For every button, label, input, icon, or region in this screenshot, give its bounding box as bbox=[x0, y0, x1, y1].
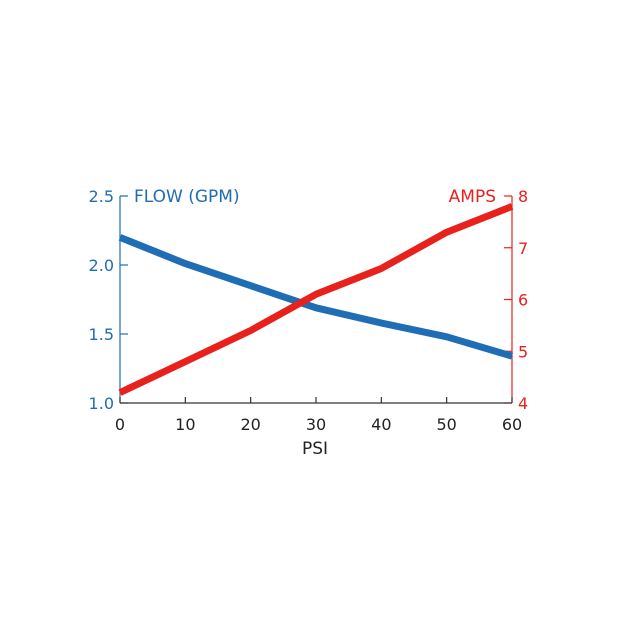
right-y-tick-label: 8 bbox=[518, 187, 528, 206]
labels-layer: 1.0 1.5 2.0 2.5 4 5 6 7 8 0 10 20 30 40 50 60 PSI FLOW (G… bbox=[89, 187, 529, 459]
left-y-tick-label: 1.5 bbox=[89, 325, 114, 344]
left-y-tick-label: 1.0 bbox=[89, 394, 114, 413]
left-y-tick-label: 2.5 bbox=[89, 187, 114, 206]
right-y-tick-label: 4 bbox=[518, 394, 528, 413]
x-tick-label: 0 bbox=[115, 415, 125, 434]
series-layer bbox=[118, 203, 514, 396]
amps-series-line bbox=[118, 203, 514, 396]
x-tick-label: 60 bbox=[502, 415, 522, 434]
left-y-axis-title: FLOW (GPM) bbox=[134, 187, 240, 207]
flow-series-line bbox=[118, 234, 513, 360]
x-tick-label: 50 bbox=[436, 415, 456, 434]
x-tick-label: 30 bbox=[306, 415, 326, 434]
axes bbox=[119, 195, 513, 404]
right-y-tick-label: 5 bbox=[518, 342, 528, 361]
x-axis-title: PSI bbox=[302, 439, 328, 459]
x-tick-label: 20 bbox=[240, 415, 260, 434]
right-y-axis-title: AMPS bbox=[449, 187, 496, 207]
right-y-tick-label: 7 bbox=[518, 239, 528, 258]
x-tick-label: 10 bbox=[175, 415, 195, 434]
right-y-tick-label: 6 bbox=[518, 291, 528, 310]
x-tick-label: 40 bbox=[371, 415, 391, 434]
left-y-tick-label: 2.0 bbox=[89, 256, 114, 275]
